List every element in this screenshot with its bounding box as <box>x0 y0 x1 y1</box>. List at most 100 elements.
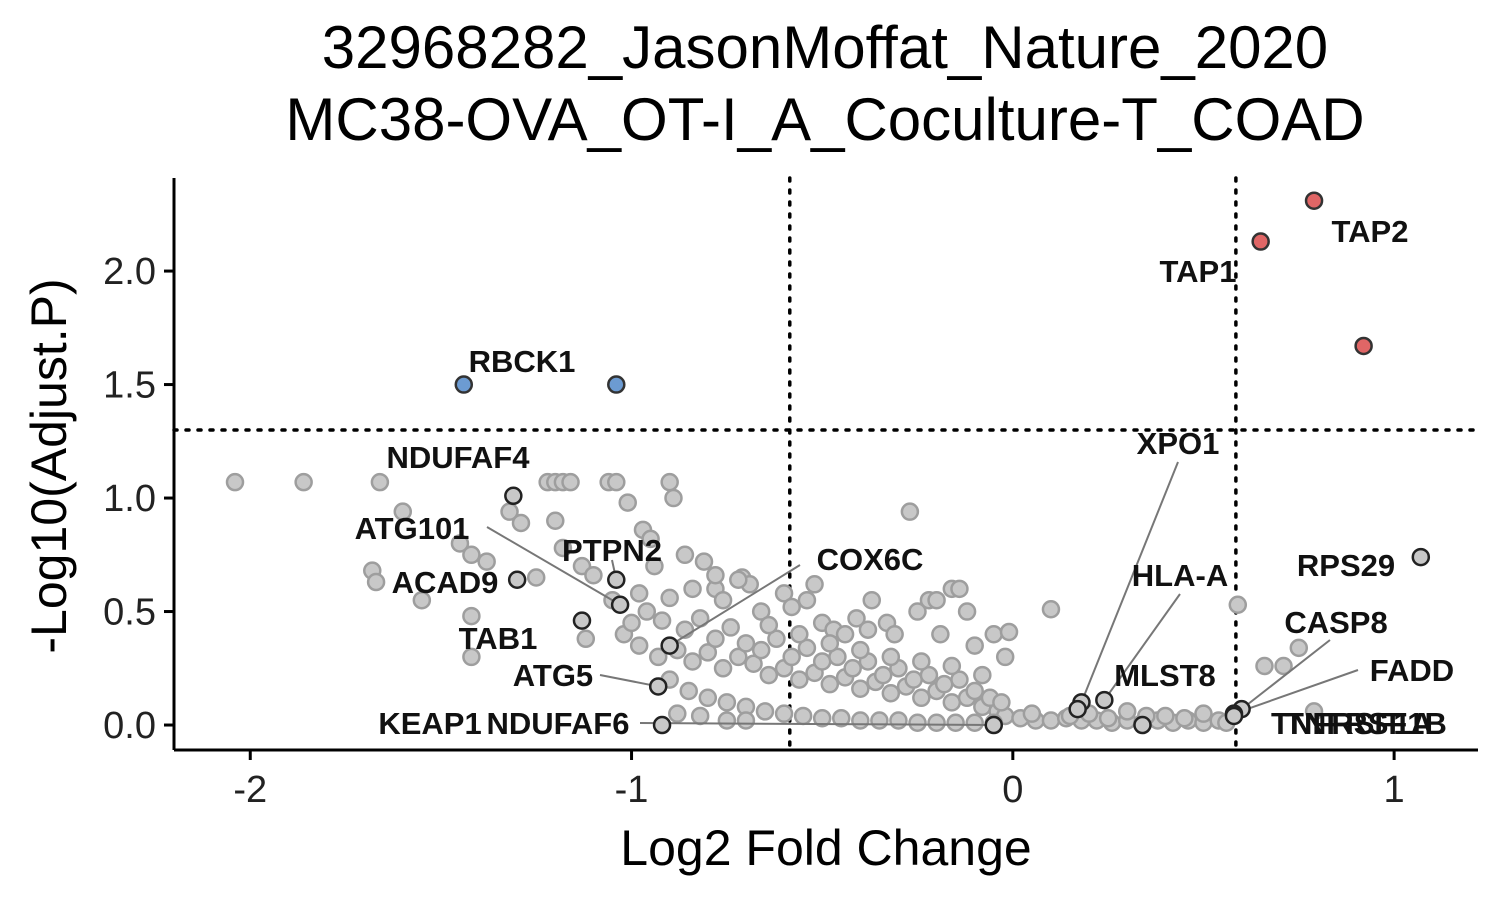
x-tick-label: 1 <box>1384 769 1405 811</box>
background-point <box>668 704 687 723</box>
background-point <box>450 534 470 553</box>
gene-label: TNFRSF1A <box>1271 706 1433 741</box>
background-point <box>908 602 927 621</box>
background-point <box>832 708 851 728</box>
labeled-point <box>1224 706 1244 726</box>
background-point <box>919 665 939 685</box>
background-point <box>995 647 1015 667</box>
background-point <box>812 652 832 671</box>
background-point <box>641 529 660 549</box>
background-point <box>1255 656 1274 676</box>
gene-label: NDUFAF4 <box>387 440 531 475</box>
background-point <box>755 702 775 721</box>
labeled-point <box>1095 690 1114 710</box>
background-point <box>797 638 817 658</box>
background-point <box>858 620 878 639</box>
labeled-points <box>504 486 1431 735</box>
background-point <box>717 693 737 712</box>
background-point <box>889 711 908 730</box>
background-point <box>782 597 801 617</box>
leader-line <box>1240 639 1331 710</box>
gene-label: KEAP1 <box>378 706 481 741</box>
background-point <box>576 629 596 649</box>
background-point <box>942 693 962 712</box>
labeled-point <box>504 486 523 506</box>
background-point <box>561 472 580 492</box>
background-point <box>793 706 813 726</box>
gene-labels: TAP2 TAP1 RBCK1 NDUFAF4 ATG101 ACAD9 PTPN2 TAB1… <box>355 214 1455 741</box>
background-point <box>546 511 565 530</box>
labeled-point <box>607 570 626 590</box>
background-point <box>927 713 946 733</box>
background-point <box>675 545 695 565</box>
chart-title-line-1: 32968282_JasonMoffat_Nature_2020 <box>322 14 1328 81</box>
background-point <box>931 624 950 644</box>
background-point <box>759 665 779 685</box>
background-point <box>934 674 954 694</box>
axes <box>172 178 1478 752</box>
background-point <box>618 493 637 512</box>
background-point <box>797 590 817 610</box>
gene-label: TAB1 <box>459 621 538 656</box>
background-point <box>1175 708 1194 728</box>
background-point <box>843 659 862 678</box>
labeled-point <box>1133 715 1152 735</box>
chart-title-line-2: MC38-OVA_OT-I_A_Coculture-T_COAD <box>285 86 1364 153</box>
y-tick-label: 1.5 <box>103 365 156 407</box>
background-point <box>835 624 855 644</box>
background-point <box>774 704 794 723</box>
background-point <box>1304 702 1324 721</box>
upregulated-point <box>1354 336 1373 356</box>
labeled-point <box>648 677 668 696</box>
gene-label: RBCK1 <box>469 344 576 379</box>
gene-label: RPS29 <box>1297 548 1395 583</box>
background-point <box>774 584 794 603</box>
background-point <box>629 636 649 655</box>
background-point <box>881 684 901 703</box>
background-point <box>1098 708 1118 728</box>
background-point <box>294 472 313 492</box>
x-tick-label: -1 <box>615 769 649 811</box>
background-point <box>873 665 893 685</box>
background-point <box>851 711 870 730</box>
background-point <box>767 629 786 649</box>
background-point <box>462 545 481 565</box>
labeled-point <box>572 611 592 630</box>
leader-line <box>486 526 621 606</box>
background-point <box>645 556 664 576</box>
background-point <box>393 502 413 521</box>
gene-label: NDUFAF6 <box>487 706 630 741</box>
labeled-point <box>1068 699 1087 719</box>
background-point <box>698 643 718 662</box>
leader-line <box>1080 461 1179 703</box>
background-point <box>1156 706 1175 726</box>
background-point <box>957 602 977 621</box>
leader-line <box>1103 593 1181 701</box>
background-point <box>629 584 649 603</box>
background-point <box>637 602 657 621</box>
background-point <box>965 713 984 733</box>
background-point <box>736 634 756 653</box>
y-tick-label: 1.0 <box>103 478 156 520</box>
background-point <box>912 652 931 671</box>
background-point <box>553 538 573 558</box>
background-point <box>751 640 771 660</box>
background-point <box>721 618 740 637</box>
x-tick-label: -2 <box>233 769 267 811</box>
background-point <box>526 568 546 587</box>
label-leader-lines <box>486 461 1359 727</box>
background-point <box>706 565 725 585</box>
gene-label: ATG101 <box>355 511 470 546</box>
gene-label: CASP8 <box>1284 605 1387 640</box>
background-point <box>660 472 679 492</box>
background-point <box>717 711 737 730</box>
background-point <box>683 579 702 599</box>
background-point <box>965 636 984 655</box>
background-point <box>927 590 946 610</box>
background-point <box>820 674 840 694</box>
background-point <box>881 647 901 667</box>
upregulated-point <box>1304 191 1324 210</box>
background-point <box>462 647 481 667</box>
background-point <box>584 565 603 585</box>
background-point <box>698 688 718 708</box>
